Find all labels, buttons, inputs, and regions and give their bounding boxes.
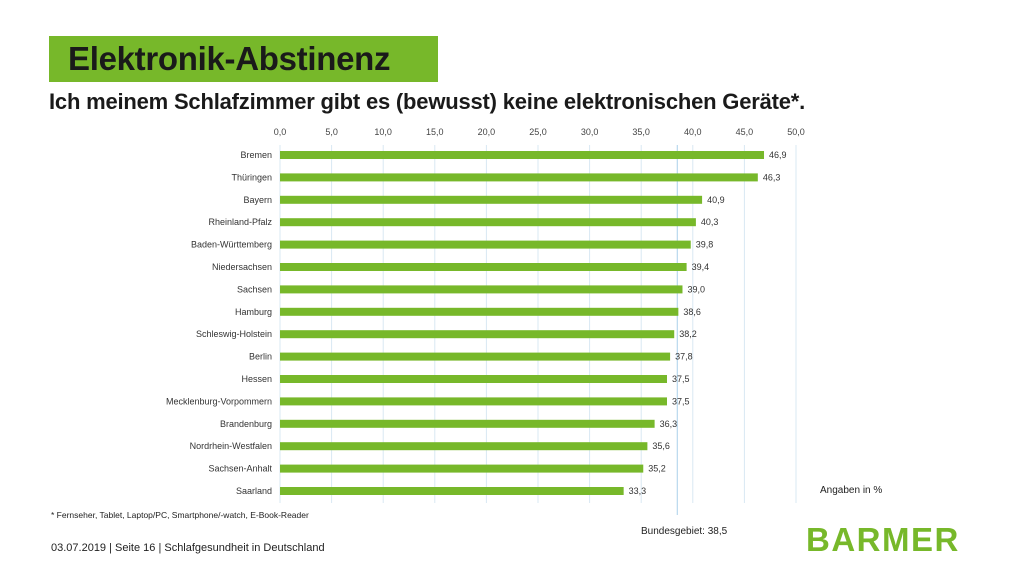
category-label: Baden-Württemberg [191, 240, 272, 250]
bar [280, 375, 667, 383]
footer-text: 03.07.2019 | Seite 16 | Schlafgesundheit… [51, 542, 325, 554]
bar [280, 285, 683, 294]
bar [280, 487, 624, 495]
unit-note: Angaben in % [820, 485, 883, 496]
category-label: Brandenburg [220, 419, 272, 429]
data-label: 40,9 [707, 195, 725, 205]
category-label: Sachsen-Anhalt [208, 464, 272, 474]
barmer-logo: BARMER [806, 521, 960, 558]
page-subtitle: Ich meinem Schlafzimmer gibt es (bewusst… [49, 89, 806, 114]
average-note: Bundesgebiet: 38,5 [641, 526, 728, 537]
data-label: 46,3 [763, 172, 781, 182]
data-label: 37,8 [675, 352, 693, 362]
x-tick-label: 30,0 [581, 127, 599, 137]
category-label: Thüringen [231, 172, 272, 182]
bar [280, 330, 675, 339]
bar [280, 419, 655, 428]
bar [280, 464, 644, 473]
category-label: Schleswig-Holstein [196, 329, 272, 339]
bar [280, 442, 648, 451]
data-label: 39,4 [692, 262, 710, 272]
x-tick-label: 0,0 [274, 127, 287, 137]
data-label: 46,9 [769, 150, 787, 160]
category-label: Hamburg [235, 307, 272, 317]
category-label: Bayern [243, 195, 272, 205]
data-label: 39,0 [687, 284, 705, 294]
page-title: Elektronik-Abstinenz [68, 40, 391, 77]
x-tick-label: 25,0 [529, 127, 547, 137]
x-tick-label: 50,0 [787, 127, 805, 137]
bar [280, 263, 687, 271]
bar [280, 240, 691, 249]
x-tick-label: 35,0 [632, 127, 650, 137]
footnote: * Fernseher, Tablet, Laptop/PC, Smartpho… [51, 510, 309, 520]
data-label: 33,3 [629, 486, 647, 496]
category-label: Rheinland-Pfalz [208, 217, 272, 227]
category-label: Sachsen [237, 284, 272, 294]
x-tick-label: 10,0 [374, 127, 392, 137]
x-tick-label: 5,0 [325, 127, 338, 137]
data-label: 38,2 [679, 329, 697, 339]
category-label: Berlin [249, 352, 272, 362]
x-tick-label: 40,0 [684, 127, 702, 137]
data-label: 38,6 [683, 307, 701, 317]
data-label: 37,5 [672, 374, 690, 384]
x-tick-label: 45,0 [736, 127, 754, 137]
bar [280, 195, 703, 204]
bar [280, 151, 765, 159]
category-label: Saarland [236, 486, 272, 496]
data-label: 35,2 [648, 464, 666, 474]
x-tick-label: 15,0 [426, 127, 444, 137]
bar [280, 218, 696, 227]
category-label: Niedersachsen [212, 262, 272, 272]
data-label: 37,5 [672, 396, 690, 406]
bar [280, 307, 679, 316]
category-label: Mecklenburg-Vorpommern [166, 396, 272, 406]
category-label: Bremen [240, 150, 272, 160]
data-label: 35,6 [652, 441, 670, 451]
bar [280, 397, 667, 406]
category-label: Nordrhein-Westfalen [190, 441, 272, 451]
data-label: 39,8 [696, 240, 714, 250]
data-label: 40,3 [701, 217, 719, 227]
bar [280, 352, 671, 361]
bar [280, 173, 758, 182]
title-bar [49, 36, 438, 82]
x-tick-label: 20,0 [478, 127, 496, 137]
data-label: 36,3 [660, 419, 678, 429]
category-label: Hessen [241, 374, 272, 384]
